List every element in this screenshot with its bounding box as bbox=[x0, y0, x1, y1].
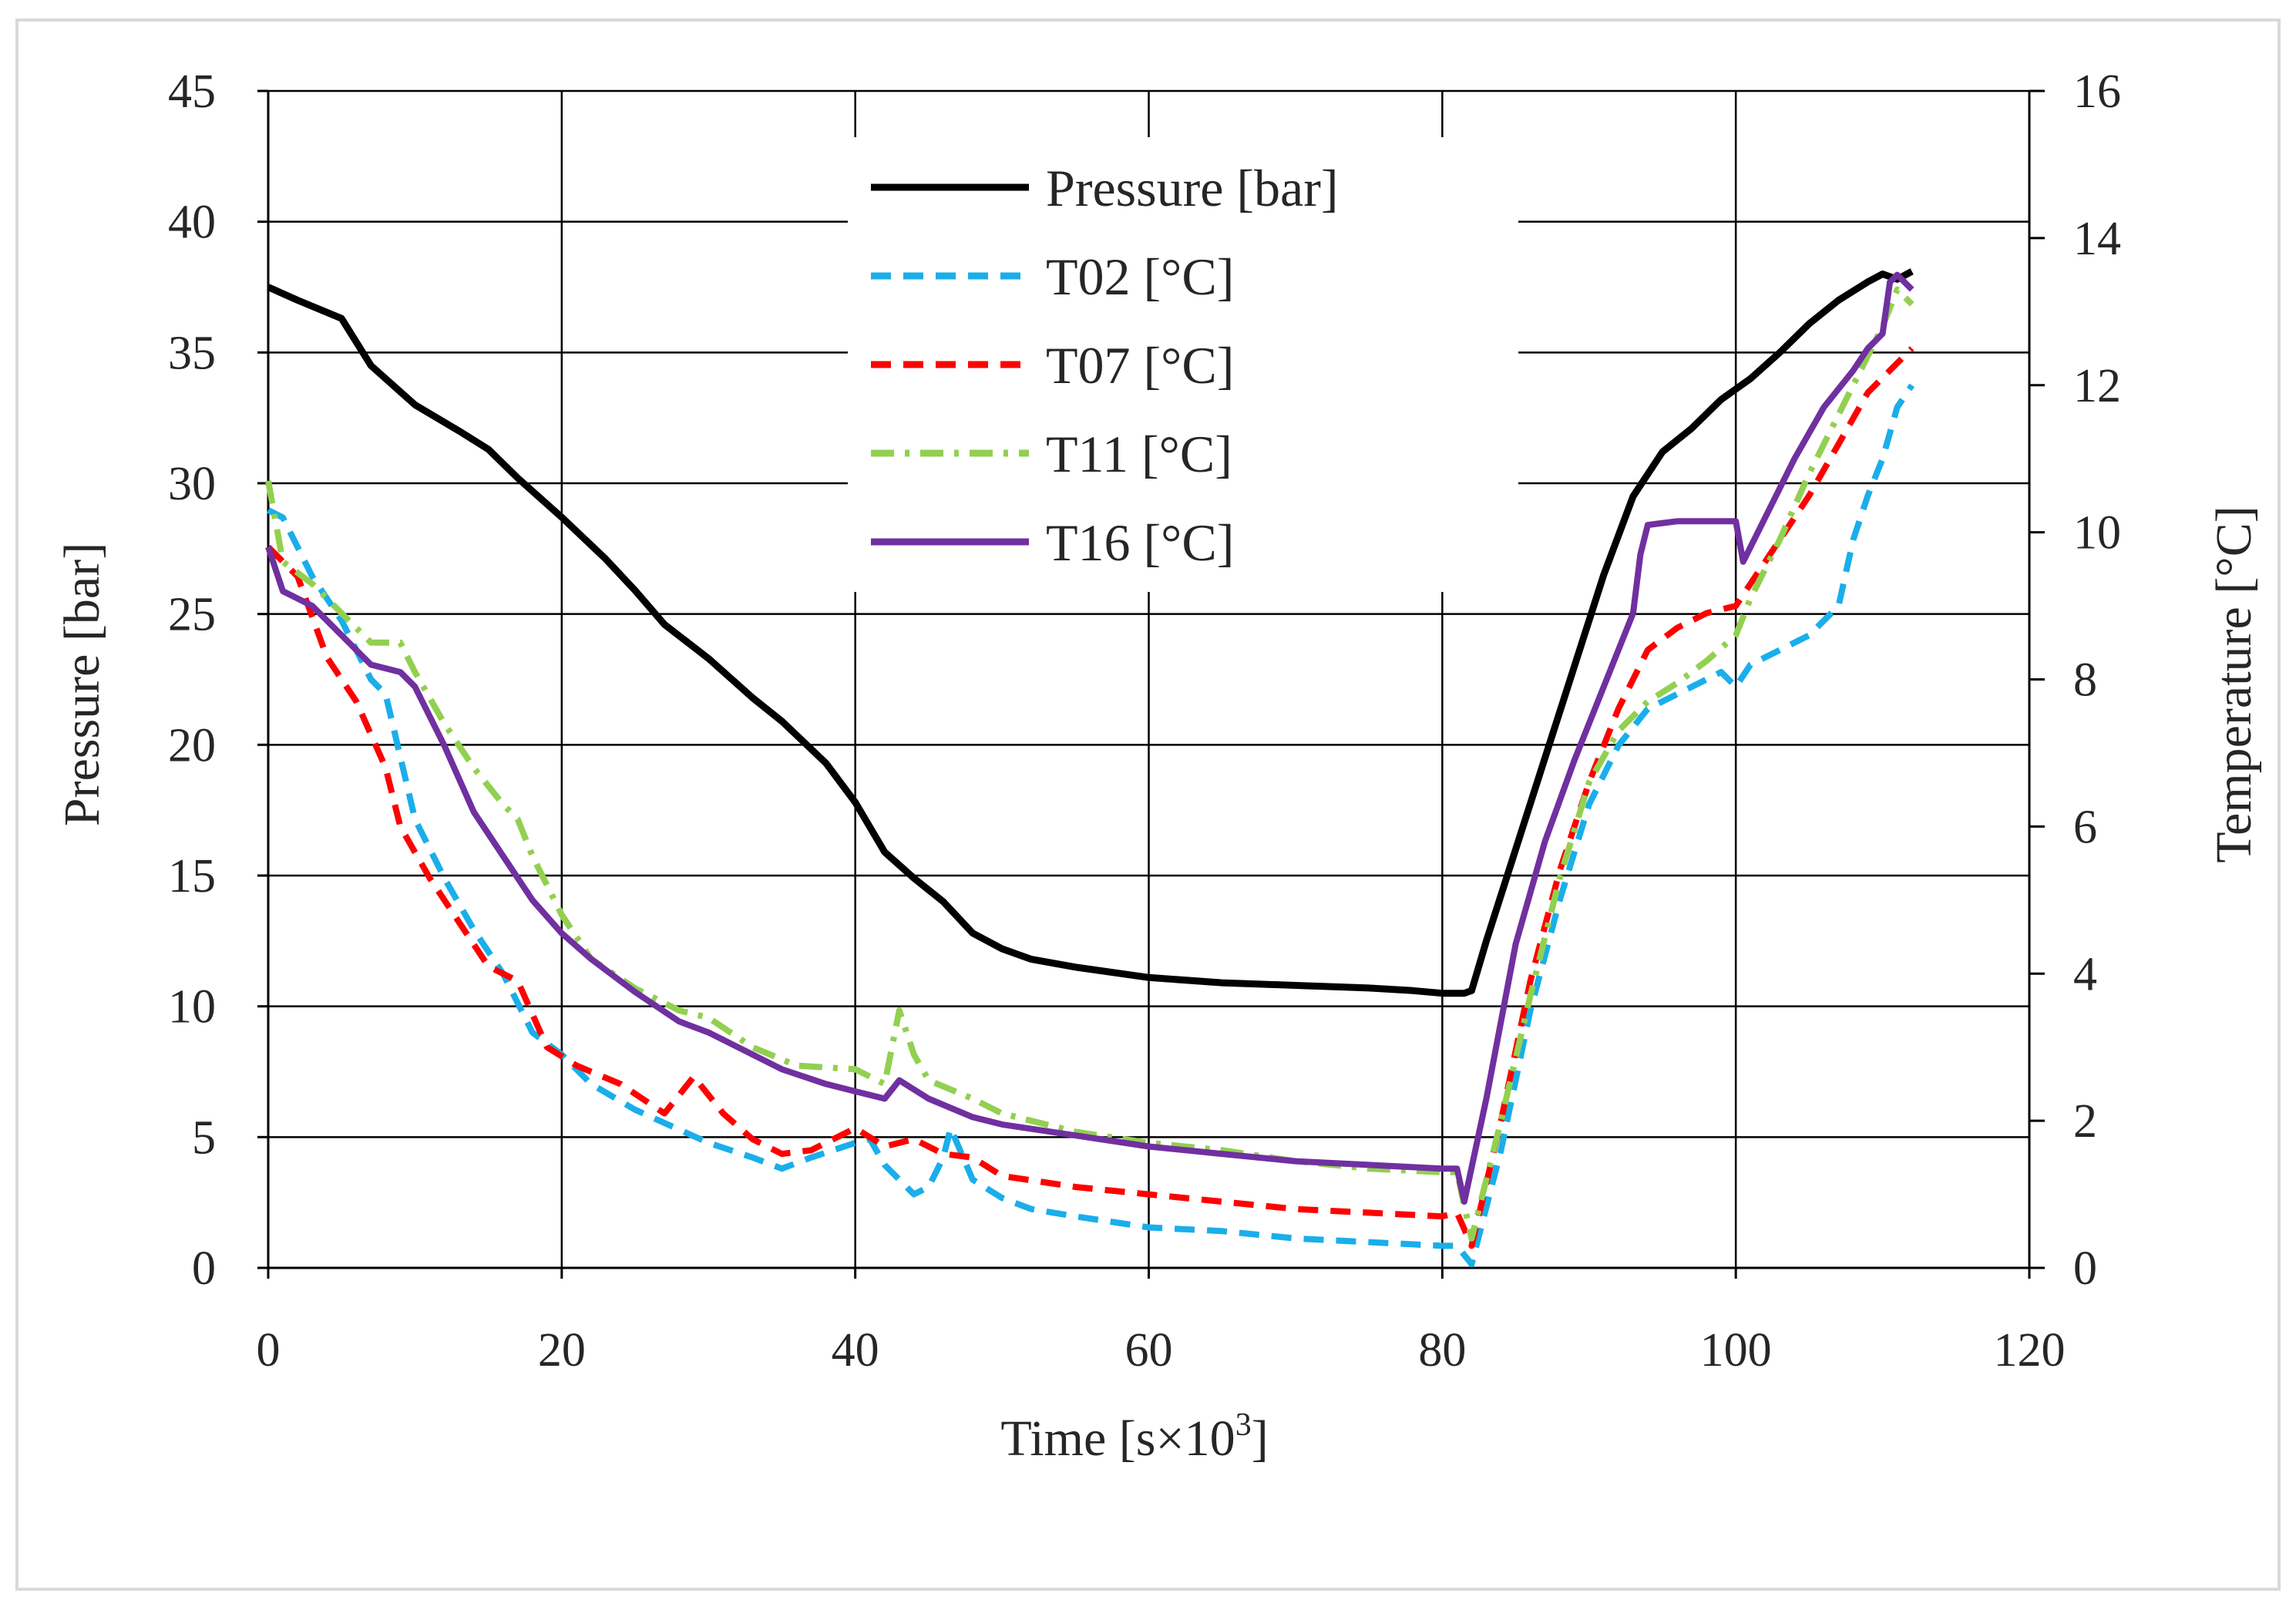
y2-tick-label: 10 bbox=[2073, 507, 2121, 560]
y2-tick-label: 0 bbox=[2073, 1242, 2097, 1295]
x-tick-label: 100 bbox=[1700, 1324, 1772, 1377]
y2-tick-label: 2 bbox=[2073, 1095, 2097, 1148]
x-tick-label: 40 bbox=[832, 1324, 879, 1377]
legend: Pressure [bar] T02 [°C] T07 [°C] T11 [°C] T1… bbox=[848, 137, 1518, 592]
y-tick-label: 5 bbox=[192, 1111, 216, 1164]
legend-label-t11: T11 [°C] bbox=[1046, 425, 1232, 483]
y2-tick-label: 4 bbox=[2073, 948, 2097, 1000]
x-axis-title-main: Time [s×10 bbox=[1000, 1410, 1235, 1467]
y-tick-label: 40 bbox=[168, 197, 216, 249]
x-axis-title-sup: 3 bbox=[1235, 1407, 1252, 1443]
series-line-pressure bbox=[267, 268, 1914, 997]
legend-label-t02: T02 [°C] bbox=[1046, 247, 1234, 306]
x-tick-label: 60 bbox=[1125, 1324, 1173, 1377]
y-tick-label: 15 bbox=[168, 850, 216, 903]
legend-label-pressure: Pressure [bar] bbox=[1046, 159, 1339, 217]
y-tick-label: 45 bbox=[168, 66, 216, 118]
series-line-t11 bbox=[265, 286, 1914, 1242]
y-tick-label: 35 bbox=[168, 327, 216, 379]
series-line-t07 bbox=[266, 346, 1914, 1249]
legend-label-t16: T16 [°C] bbox=[1046, 513, 1234, 572]
series-line-t02 bbox=[267, 383, 1915, 1268]
series-line-t16 bbox=[265, 271, 1914, 1205]
x-axis-title-end: ] bbox=[1252, 1410, 1269, 1467]
series-layer bbox=[265, 268, 1915, 1268]
x-tick-label: 20 bbox=[538, 1324, 586, 1377]
x-tick-label: 120 bbox=[1994, 1324, 2066, 1377]
x-tick-label: 80 bbox=[1418, 1324, 1466, 1377]
y2-tick-label: 14 bbox=[2073, 213, 2121, 265]
y-tick-label: 25 bbox=[168, 589, 216, 641]
y-tick-label: 10 bbox=[168, 981, 216, 1034]
y2-tick-label: 8 bbox=[2073, 654, 2097, 707]
legend-label-t07: T07 [°C] bbox=[1046, 336, 1234, 395]
y2-tick-label: 16 bbox=[2073, 66, 2121, 118]
y-tick-label: 20 bbox=[168, 719, 216, 772]
y-axis-title: Pressure [bar] bbox=[54, 543, 110, 826]
axes: 0 20 40 60 80 100 1200510152025303540450246810… bbox=[168, 66, 2121, 1377]
y-tick-label: 0 bbox=[192, 1242, 216, 1295]
y2-tick-label: 6 bbox=[2073, 801, 2097, 853]
y-tick-label: 30 bbox=[168, 458, 216, 510]
y2-tick-label: 12 bbox=[2073, 360, 2121, 412]
x-tick-label: 0 bbox=[257, 1324, 281, 1377]
legend-box bbox=[848, 137, 1518, 592]
y2-axis-title: Temperature [°C] bbox=[2206, 506, 2262, 862]
x-axis-title: Time [s×103] bbox=[1000, 1407, 1268, 1467]
